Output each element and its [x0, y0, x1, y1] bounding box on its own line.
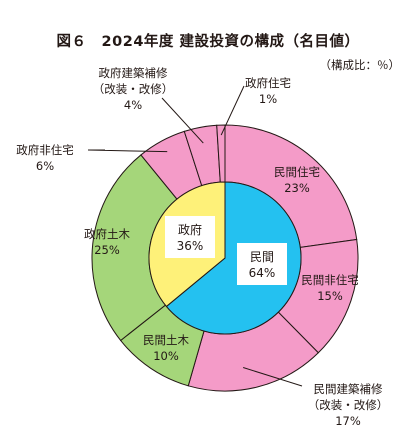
label-priv-housing: 民間住宅 23%	[274, 165, 320, 195]
chart-subtitle: （構成比：％）	[319, 58, 401, 72]
label-text-priv-repair-0: 民間建築補修	[314, 382, 383, 396]
label-gov-repair: 政府建築補修 （改装・改修） 4%	[93, 66, 174, 112]
label-text-priv-civil-1: 10%	[153, 349, 179, 363]
label-text-gov-housing-0: 政府住宅	[245, 76, 291, 90]
label-text-priv-housing-1: 23%	[284, 181, 310, 195]
label-text-gov-nonhousing-0: 政府非住宅	[16, 143, 74, 157]
label-text-priv-civil-0: 民間土木	[143, 333, 189, 347]
label-gov-civil: 政府土木 25%	[84, 227, 130, 257]
label-box-gov	[165, 216, 215, 258]
label-text-priv-housing-0: 民間住宅	[274, 165, 320, 179]
label-text-priv-repair-2: 17%	[335, 414, 361, 428]
label-priv-repair: 民間建築補修 （改装・改修） 17%	[308, 382, 389, 428]
label-text-private-0: 民間	[250, 250, 274, 264]
chart-title: 図６ 2024年度 建設投資の構成（名目値）	[56, 34, 360, 50]
label-text-gov-repair-1: （改装・改修）	[93, 82, 174, 96]
label-text-gov-0: 政府	[178, 222, 202, 237]
label-priv-nonhousing: 民間非住宅 15%	[301, 273, 359, 303]
label-text-gov-nonhousing-1: 6%	[36, 159, 54, 173]
leader-gov-nonhousing	[87, 149, 168, 153]
label-gov: 政府 36%	[165, 216, 215, 258]
label-text-private-1: 64%	[249, 266, 276, 280]
label-text-gov-repair-2: 4%	[124, 98, 142, 112]
label-text-priv-repair-1: （改装・改修）	[308, 398, 389, 412]
leader-gov-housing	[220, 85, 245, 136]
label-text-gov-1: 36%	[177, 239, 204, 253]
label-text-gov-repair-0: 政府建築補修	[99, 66, 168, 80]
leader-gov-repair	[161, 97, 204, 144]
label-private: 民間 64%	[237, 243, 287, 285]
outer-ring	[91, 124, 359, 392]
label-box-private	[237, 243, 287, 285]
label-text-priv-nonhousing-1: 15%	[317, 289, 343, 303]
slice-labels: 民間 64% 政府 36% 民間住宅 23% 民間非住宅 15% 民間建築補修 （改装・改修） 17…	[16, 66, 388, 428]
label-text-priv-nonhousing-0: 民間非住宅	[301, 273, 359, 287]
label-text-gov-housing-1: 1%	[259, 92, 277, 106]
label-priv-civil: 民間土木 10%	[143, 333, 189, 363]
leader-lines	[87, 85, 303, 387]
leader-priv-repair	[242, 367, 303, 387]
label-text-gov-civil-1: 25%	[94, 243, 120, 257]
label-gov-nonhousing: 政府非住宅 6%	[16, 143, 74, 173]
slice-private	[165, 181, 302, 335]
label-gov-housing: 政府住宅 1%	[245, 76, 291, 106]
label-text-gov-civil-0: 政府土木	[84, 227, 130, 241]
